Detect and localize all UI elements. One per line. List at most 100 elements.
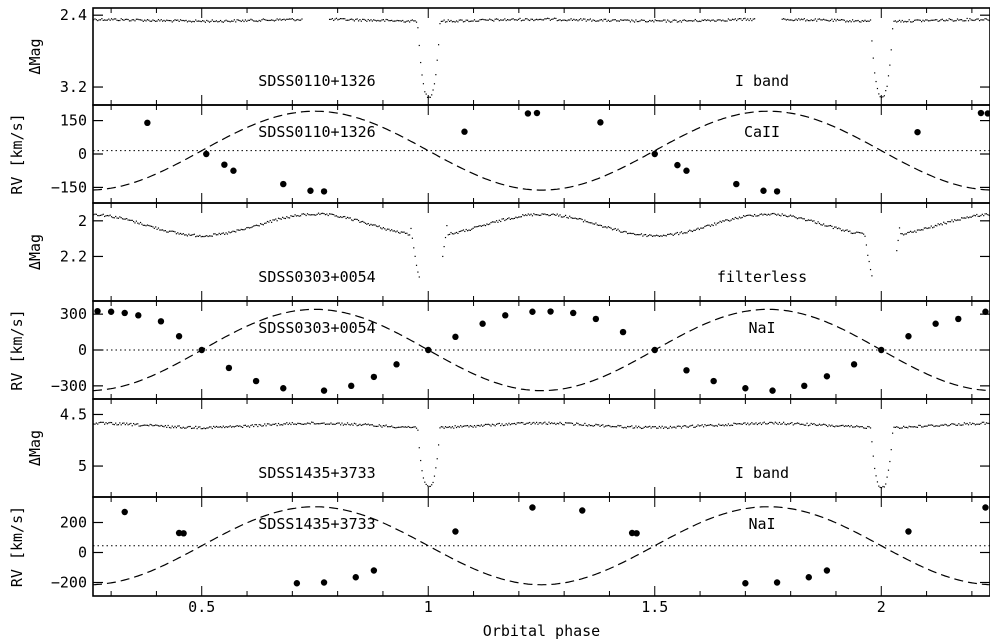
photometry-point [621,426,623,429]
photometry-point [190,427,193,430]
rv-data-point [773,579,781,586]
photometry-point [531,18,534,20]
photometry-point [261,425,263,427]
photometry-point [266,19,269,22]
photometry-point [900,232,902,235]
photometry-point [988,214,990,217]
photometry-point [566,20,568,22]
photometry-point [559,19,561,21]
photometry-point [175,19,177,21]
photometry-point [949,423,952,426]
photometry-point [690,230,692,232]
photometry-point [923,20,925,22]
photometry-point [795,422,797,425]
photometry-point [475,226,477,228]
photometry-point [715,224,717,226]
photometry-point [226,233,229,235]
rv-data-point [425,346,432,354]
photometry-point [124,18,126,21]
photometry-point [711,224,713,226]
photometry-point [635,425,637,427]
rv-data-point [320,188,328,195]
photometry-point [679,20,681,22]
photometry-point [222,21,224,23]
photometry-point [338,18,340,20]
photometry-point [545,423,547,425]
photometry-point [985,422,988,424]
photometry-point [569,422,571,424]
photometry-point [636,233,638,236]
photometry-point [758,422,760,425]
photometry-point [755,215,757,217]
photometry-point [766,214,768,216]
photometry-point [526,214,528,217]
photometry-point [519,422,521,424]
photometry-point [451,21,453,23]
photometry-point [814,222,816,224]
rv-data-point [320,387,328,394]
photometry-point [672,234,674,236]
photometry-point [300,215,302,217]
photometry-point [186,21,189,23]
photometry-point [850,232,852,234]
photometry-point [858,426,861,428]
photometry-point [237,229,240,231]
photometry-point [587,19,589,21]
photometry-point [588,19,590,21]
photometry-point [357,424,360,426]
photometry-point [965,217,967,219]
photometry-point [932,227,934,229]
photometry-point [381,19,383,21]
photometry-point [885,483,887,485]
photometry-point [196,235,198,237]
photometry-point [538,18,540,21]
photometry-point [293,215,295,218]
photometry-point [751,422,753,424]
photometry-point [295,19,298,21]
photometry-point [617,228,619,230]
photometry-point [936,19,938,21]
photometry-point [404,232,407,235]
photometry-point [410,227,412,230]
photometry-point [224,426,226,429]
photometry-point [226,426,229,428]
photometry-point [322,422,324,424]
photometry-point [490,19,492,21]
photometry-point [529,421,531,424]
photometry-point [904,426,906,429]
photometry-point [818,423,821,425]
photometry-point [507,19,509,21]
photometry-point [518,422,520,424]
photometry-point [320,422,322,424]
photometry-point [134,20,136,22]
photometry-point [366,223,368,225]
photometry-point [331,17,333,20]
photometry-point [304,213,306,215]
photometry-point [213,425,215,428]
photometry-point [211,235,213,237]
photometry-point [99,421,102,423]
photometry-point [95,422,97,424]
photometry-point [542,422,545,424]
photometry-point [490,425,492,427]
photometry-point [279,18,281,20]
photometry-point [386,426,389,428]
photometry-point [482,224,484,227]
photometry-point [868,260,870,263]
photometry-point [98,19,100,21]
photometry-point [447,426,449,428]
photometry-point [756,215,758,217]
photometry-point [923,227,925,229]
rv-data-point [955,315,962,323]
photometry-point [446,21,448,23]
photometry-point [789,19,792,21]
photometry-point [730,19,732,21]
photometry-point [938,224,941,226]
photometry-point [907,427,909,429]
photometry-point [682,232,684,235]
photometry-point [163,230,165,232]
band-label: NaI [748,319,775,337]
photometry-point [142,224,144,226]
photometry-point [916,426,919,428]
photometry-point [250,18,252,20]
